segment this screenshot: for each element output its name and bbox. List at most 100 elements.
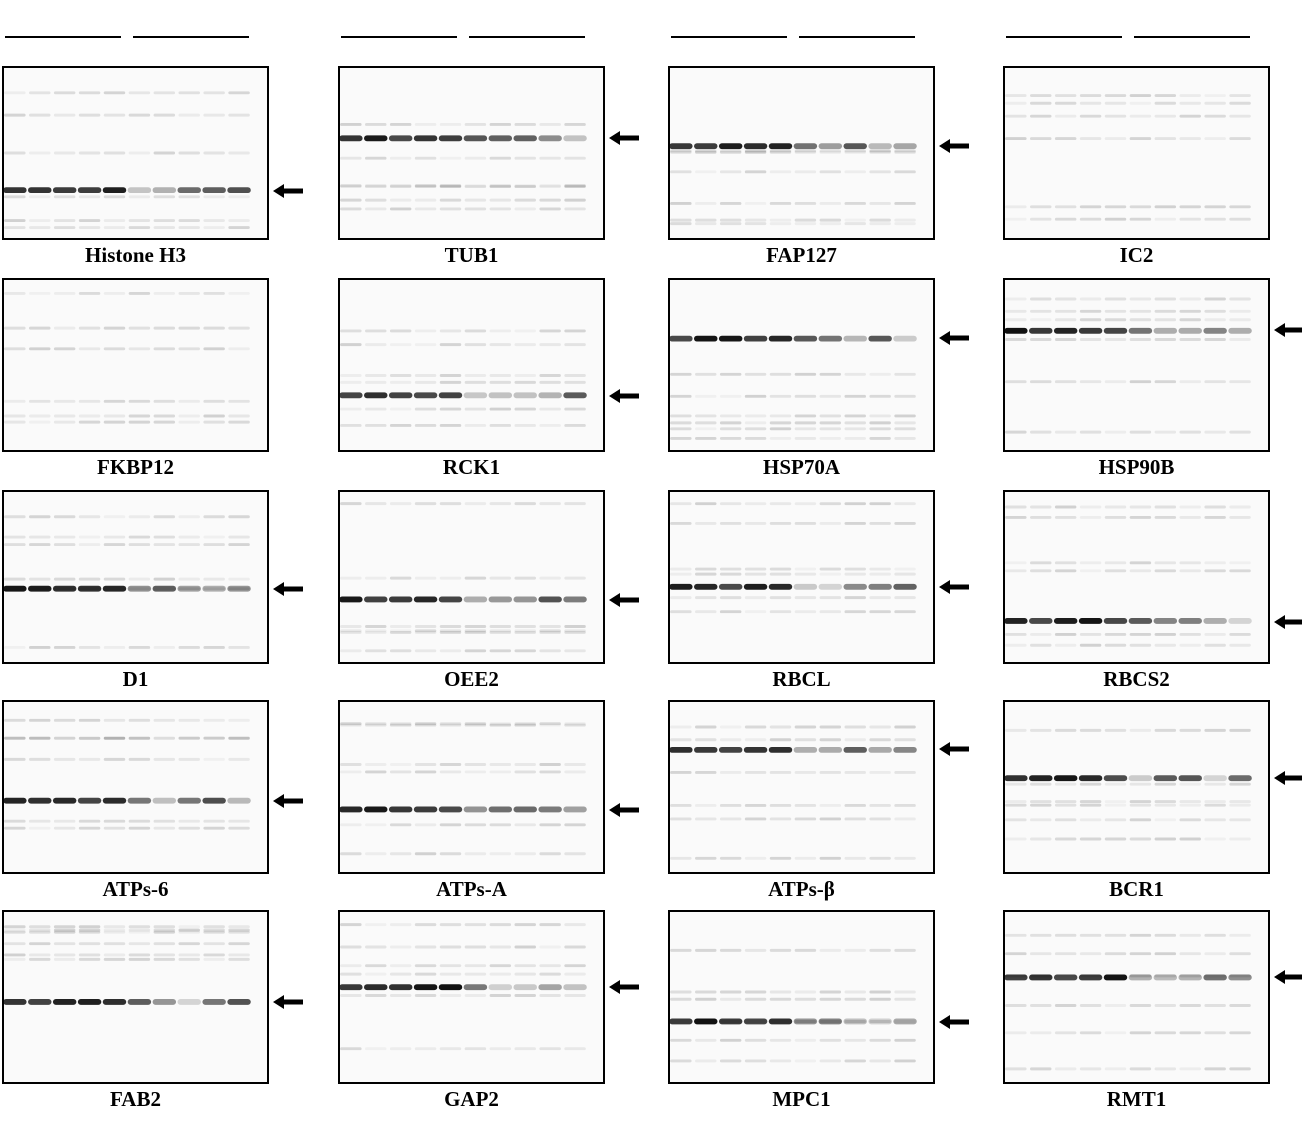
faint-band: [719, 394, 742, 398]
faint-band: [819, 421, 842, 425]
blot-panel: [338, 490, 605, 664]
faint-band: [564, 630, 586, 634]
target-band: [1005, 775, 1028, 782]
faint-band: [4, 226, 26, 229]
faint-band: [414, 380, 437, 384]
faint-band: [439, 198, 462, 202]
band-arrow-icon: [1274, 323, 1302, 337]
faint-band: [769, 1038, 792, 1042]
faint-band: [203, 757, 225, 761]
faint-band: [564, 994, 586, 997]
faint-band: [203, 930, 225, 934]
faint-band: [1229, 338, 1251, 341]
faint-band: [1104, 338, 1127, 341]
faint-band: [153, 942, 176, 946]
faint-band: [1204, 728, 1226, 732]
faint-band: [1229, 217, 1251, 221]
faint-band: [153, 645, 176, 649]
target-band: [1203, 775, 1227, 782]
faint-band: [389, 723, 412, 727]
faint-band: [514, 329, 536, 333]
target-band: [1053, 974, 1078, 981]
faint-band: [153, 930, 176, 934]
faint-band: [439, 502, 462, 506]
faint-band: [794, 436, 817, 440]
faint-band: [794, 222, 817, 226]
faint-band: [869, 170, 891, 174]
faint-band: [539, 156, 561, 160]
faint-band: [1079, 569, 1102, 573]
faint-band: [128, 195, 151, 199]
faint-band: [128, 587, 151, 591]
faint-band: [719, 170, 742, 174]
faint-band: [1054, 803, 1077, 807]
faint-band: [1054, 137, 1077, 141]
faint-band: [564, 1047, 586, 1051]
faint-band: [1030, 569, 1052, 573]
faint-band: [1229, 505, 1251, 509]
faint-band: [1129, 632, 1152, 636]
faint-band: [894, 149, 916, 153]
faint-band: [1154, 94, 1177, 98]
faint-band: [53, 718, 76, 722]
faint-band: [1179, 217, 1201, 221]
faint-band: [1204, 318, 1226, 322]
faint-band: [1229, 1067, 1251, 1071]
faint-band: [153, 953, 176, 957]
faint-band: [464, 423, 487, 427]
faint-band: [203, 420, 225, 424]
faint-band: [1179, 380, 1201, 384]
faint-band: [178, 645, 200, 649]
faint-band: [365, 122, 387, 126]
faint-band: [4, 347, 26, 351]
target-band: [463, 984, 488, 991]
faint-band: [1079, 632, 1102, 636]
faint-band: [564, 380, 586, 384]
target-band: [694, 746, 718, 753]
faint-band: [744, 427, 767, 431]
faint-band: [769, 372, 792, 376]
faint-band: [439, 649, 462, 653]
faint-band: [389, 823, 412, 827]
target-band: [718, 143, 743, 150]
faint-band: [178, 195, 200, 199]
faint-band: [464, 823, 487, 827]
faint-band: [844, 436, 866, 440]
faint-band: [489, 945, 512, 949]
faint-band: [53, 151, 76, 155]
blot-image: [4, 718, 251, 830]
faint-band: [1154, 338, 1177, 341]
faint-band: [389, 374, 412, 377]
faint-band: [203, 953, 225, 957]
faint-band: [29, 942, 51, 946]
faint-band: [389, 407, 412, 411]
faint-band: [894, 804, 916, 807]
faint-band: [564, 122, 586, 126]
faint-band: [769, 170, 792, 174]
faint-band: [1079, 217, 1102, 221]
protein-label: RBCL: [772, 667, 831, 691]
target-band: [227, 998, 251, 1005]
faint-band: [869, 771, 891, 774]
faint-band: [744, 997, 767, 1001]
faint-band: [389, 156, 412, 160]
target-band: [388, 135, 413, 142]
faint-band: [489, 994, 512, 997]
faint-band: [769, 421, 792, 425]
faint-band: [365, 823, 387, 827]
faint-band: [794, 502, 817, 506]
faint-band: [1054, 318, 1077, 322]
target-band: [768, 335, 793, 342]
faint-band: [178, 736, 200, 740]
faint-band: [389, 770, 412, 774]
faint-band: [439, 329, 462, 333]
band-arrow-icon: [609, 389, 639, 403]
faint-band: [695, 218, 717, 222]
faint-band: [1079, 782, 1102, 786]
faint-band: [695, 222, 717, 226]
faint-band: [695, 572, 717, 576]
faint-band: [1204, 101, 1226, 105]
faint-band: [514, 994, 536, 997]
condition-underline: [132, 36, 249, 38]
faint-band: [128, 226, 151, 229]
